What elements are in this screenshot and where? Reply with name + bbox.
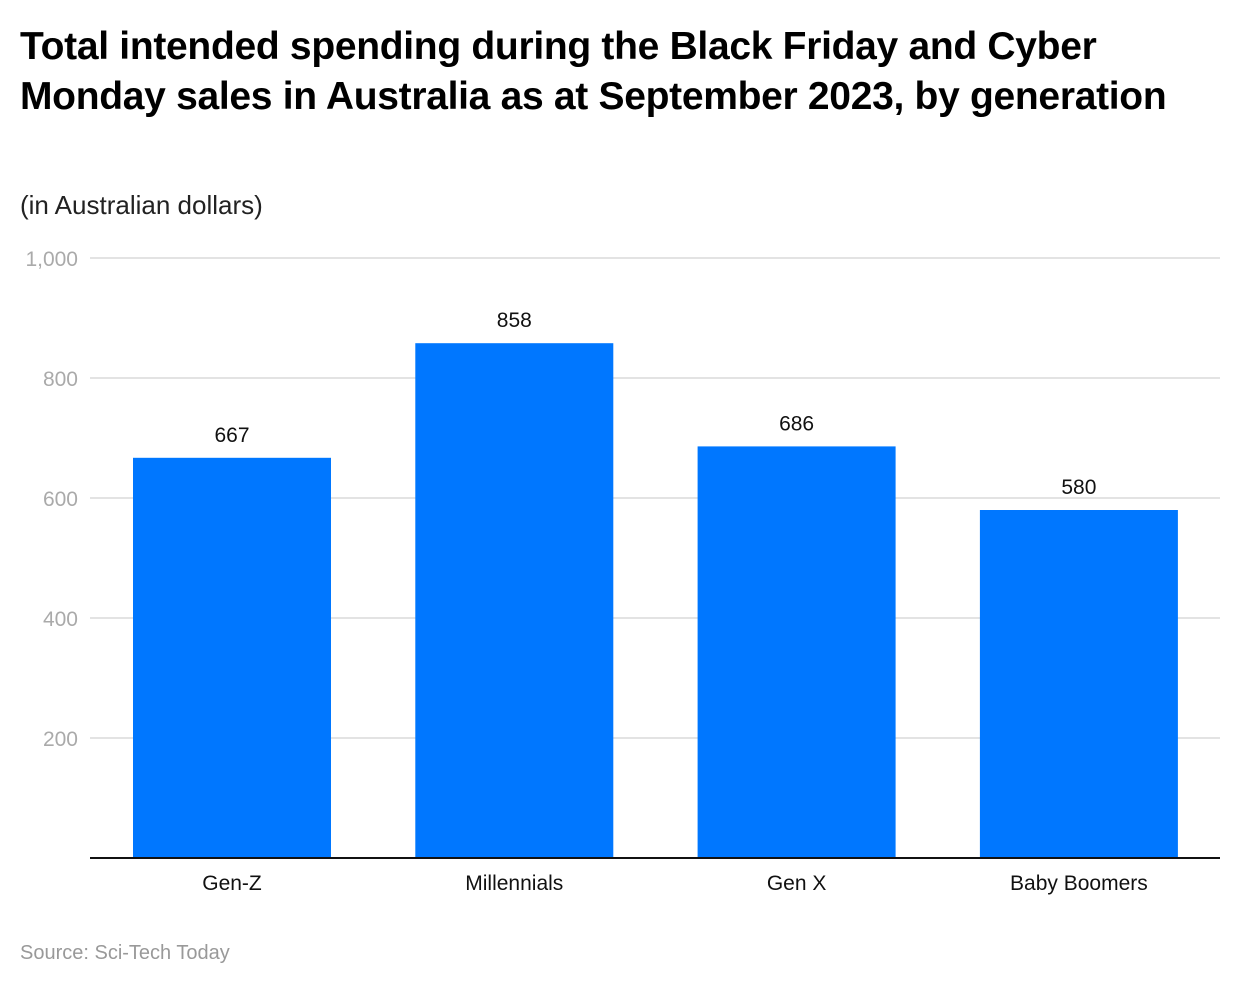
data-label: 667 (214, 424, 249, 447)
data-label: 858 (497, 309, 532, 332)
x-tick-label: Gen X (767, 872, 827, 895)
y-tick-label: 800 (43, 368, 78, 391)
y-tick-label: 400 (43, 608, 78, 631)
data-label: 686 (779, 412, 814, 435)
data-label: 580 (1061, 476, 1096, 499)
bar-gen-x (697, 446, 896, 858)
x-tick-label: Millennials (465, 872, 563, 895)
x-tick-label: Baby Boomers (1010, 872, 1148, 895)
source-note: Source: Sci-Tech Today (20, 942, 230, 964)
bar-millennials (415, 343, 614, 858)
bar-gen-z (133, 457, 331, 858)
bar-baby-boomers (979, 510, 1178, 858)
y-tick-label: 1,000 (25, 248, 78, 271)
y-tick-label: 600 (43, 488, 78, 511)
chart-title: Total intended spending during the Black… (20, 25, 1167, 118)
x-tick-label: Gen-Z (202, 872, 262, 895)
y-tick-label: 200 (43, 728, 78, 751)
chart-subtitle: (in Australian dollars) (20, 190, 263, 220)
